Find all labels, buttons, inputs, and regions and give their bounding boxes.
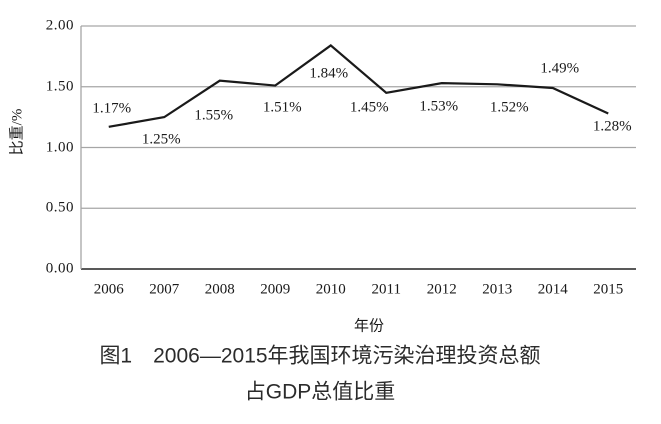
data-point-label: 1.17% [92, 100, 132, 117]
x-tick-label: 2015 [593, 281, 624, 298]
data-point-label: 1.53% [419, 98, 459, 115]
data-point-label: 1.28% [592, 118, 632, 135]
data-point-label: 1.84% [309, 65, 349, 82]
x-axis-title: 年份 [353, 318, 385, 335]
series-line [108, 44, 609, 128]
y-tick-label: 1.00 [45, 139, 74, 155]
figure-caption-line-2: 占GDP总值比重 [244, 380, 396, 404]
data-point-label: 1.45% [349, 99, 389, 116]
y-tick-label: 0.00 [45, 260, 74, 277]
x-tick-label: 2012 [426, 281, 457, 298]
figure-caption-line-1: 图1 2006—2015年我国环境污染治理投资总额 [99, 344, 541, 368]
gridlines [81, 25, 636, 209]
y-axis-title: 比重/% [9, 108, 26, 156]
plot-frame [80, 26, 636, 270]
x-tick-label: 2007 [149, 281, 180, 298]
y-tick-label: 1.50 [45, 78, 74, 95]
x-tick-label: 2009 [260, 281, 291, 298]
x-tick-label: 2006 [93, 281, 124, 298]
x-tick-label: 2011 [371, 281, 401, 298]
data-point-label: 1.52% [489, 99, 529, 116]
data-point-label: 1.25% [141, 131, 181, 148]
data-point-label: 1.49% [540, 60, 580, 77]
x-tick-label: 2010 [315, 281, 346, 298]
y-tick-label: 0.50 [45, 199, 74, 216]
data-point-label: 1.51% [262, 99, 302, 116]
x-tick-label: 2013 [482, 281, 513, 298]
data-point-label: 1.55% [194, 107, 234, 124]
x-tick-label: 2014 [537, 281, 568, 298]
data-line-series [108, 44, 609, 128]
x-tick-label: 2008 [204, 281, 235, 298]
y-tick-label: 2.00 [45, 17, 74, 34]
